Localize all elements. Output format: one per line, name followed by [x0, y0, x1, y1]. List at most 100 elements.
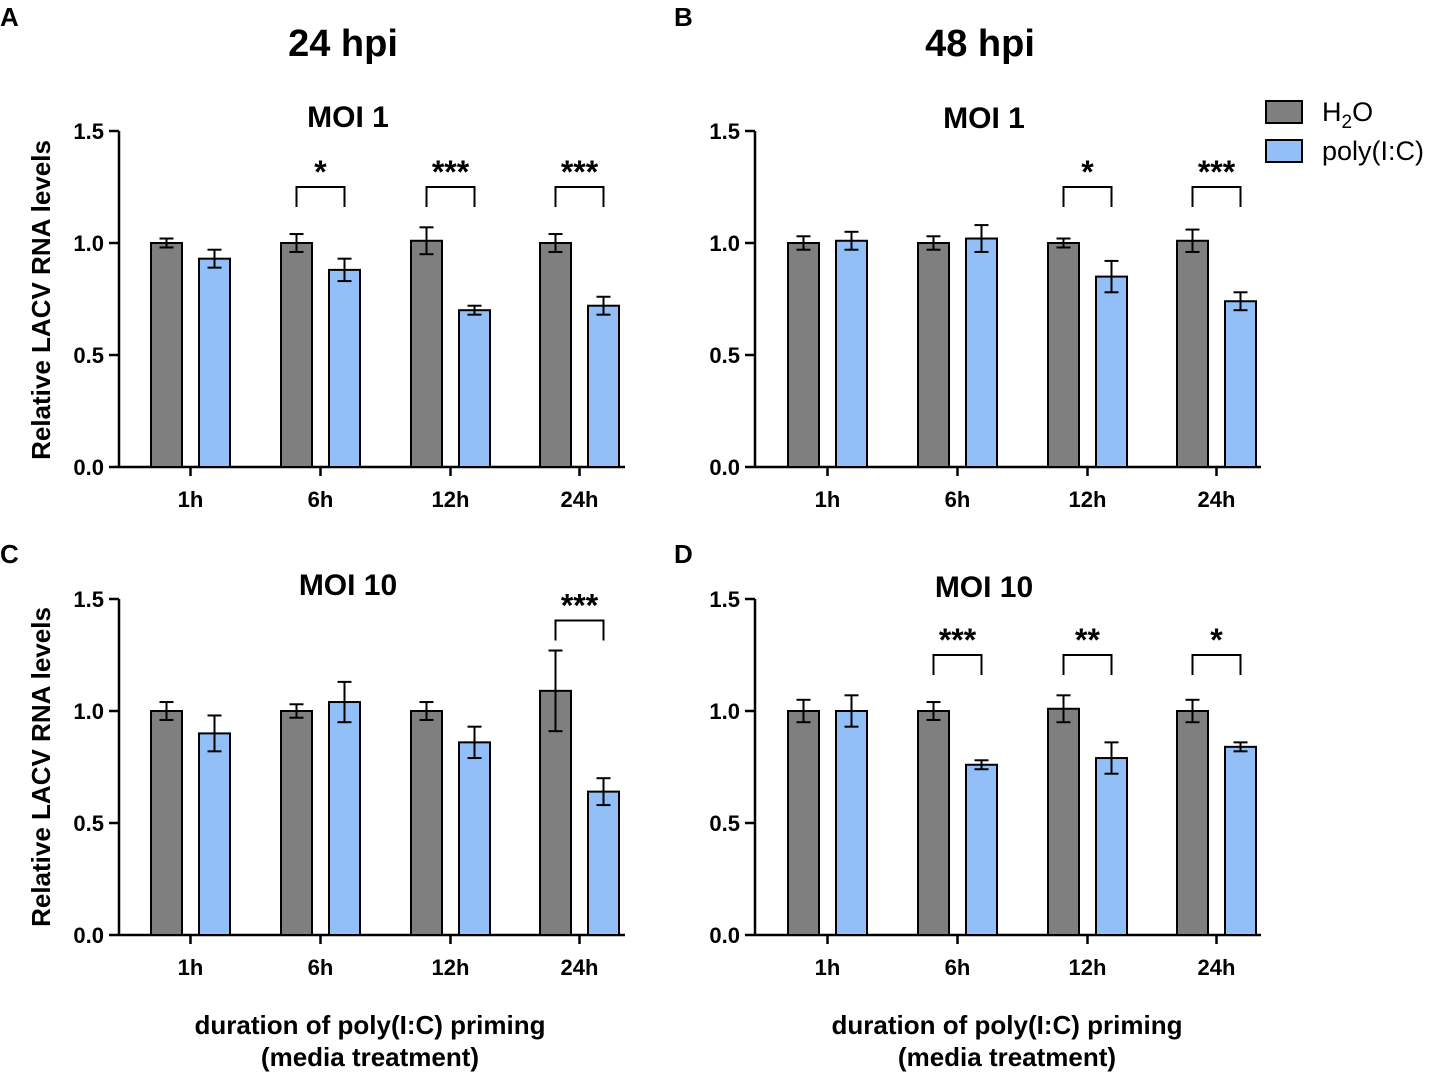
category-label: 6h: [308, 487, 334, 512]
y-tick-label: 1.5: [73, 587, 104, 612]
bar-polyic-24h: [1224, 300, 1257, 468]
y-axis-label-bottom: Relative LACV RNA levels: [26, 607, 56, 927]
legend-label-h2o: H2O: [1322, 97, 1373, 133]
y-tick-label: 1.5: [709, 119, 740, 144]
panel-letter: C: [0, 539, 19, 569]
category-label: 1h: [178, 487, 204, 512]
category-label: 24h: [561, 487, 599, 512]
category-label: 24h: [1198, 955, 1236, 980]
bar-h2o-24h: [539, 242, 572, 468]
x-axis-label-left-line1: duration of poly(I:C) priming: [195, 1010, 546, 1040]
panel-title: MOI 1: [307, 101, 389, 134]
bar-polyic-6h: [965, 237, 998, 468]
bar-polyic-24h: [587, 790, 620, 937]
category-label: 6h: [945, 955, 971, 980]
significance-bracket: [425, 186, 476, 207]
y-tick-label: 1.5: [73, 119, 104, 144]
bar-polyic-1h: [198, 732, 231, 937]
bar-h2o-6h: [280, 710, 313, 936]
y-tick-label: 1.0: [73, 231, 104, 256]
bar-polyic-12h: [458, 741, 491, 936]
significance-bracket: [932, 654, 983, 675]
significance-label: **: [1075, 622, 1100, 658]
significance-label: ***: [939, 622, 977, 658]
bar-h2o-1h: [787, 710, 820, 936]
bar-polyic-1h: [835, 239, 868, 468]
category-label: 6h: [945, 487, 971, 512]
bar-polyic-1h: [835, 710, 868, 936]
bar-h2o-6h: [280, 242, 313, 468]
x-axis-label-left-line2: (media treatment): [261, 1042, 479, 1072]
bar-polyic-6h: [328, 701, 361, 936]
bar-h2o-24h: [1176, 239, 1209, 468]
panel-title: MOI 1: [943, 102, 1025, 135]
panel-title: MOI 10: [299, 569, 397, 602]
bar-polyic-6h: [328, 268, 361, 468]
significance-bracket: [554, 619, 605, 641]
significance-bracket: [295, 186, 346, 207]
bar-polyic-12h: [458, 309, 491, 469]
bar-h2o-12h: [410, 239, 443, 468]
y-tick-label: 0.0: [709, 455, 740, 480]
category-label: 1h: [815, 487, 841, 512]
category-label: 6h: [308, 955, 334, 980]
significance-label: ***: [1198, 154, 1236, 190]
bar-h2o-24h: [1176, 710, 1209, 936]
legend-swatch-polyic: [1265, 139, 1303, 163]
bar-h2o-12h: [410, 710, 443, 936]
y-tick-label: 1.0: [709, 231, 740, 256]
significance-bracket: [1062, 186, 1113, 207]
category-label: 1h: [815, 955, 841, 980]
x-axis-label-right-line1: duration of poly(I:C) priming: [832, 1010, 1183, 1040]
column-title-48hpi: 48 hpi: [925, 23, 1035, 65]
y-tick-label: 0.0: [73, 455, 104, 480]
category-label: 24h: [561, 955, 599, 980]
bar-polyic-12h: [1095, 757, 1128, 936]
panel-c: C MOI 10 0.0 0.5 1.0 1.5 1h 6h 12h 24h ***: [0, 539, 625, 980]
category-label: 12h: [432, 955, 470, 980]
significance-label: ***: [561, 588, 599, 624]
legend-label-polyic: poly(I:C): [1322, 136, 1424, 166]
significance-bracket: [1191, 186, 1242, 207]
significance-label: ***: [561, 154, 599, 190]
category-label: 12h: [432, 487, 470, 512]
x-axis-label-right-line2: (media treatment): [898, 1042, 1116, 1072]
y-tick-label: 1.5: [709, 587, 740, 612]
y-tick-label: 0.5: [73, 811, 104, 836]
bar-polyic-12h: [1095, 275, 1128, 468]
bar-polyic-24h: [587, 304, 620, 468]
bar-h2o-12h: [1047, 707, 1080, 937]
significance-bracket: [1062, 654, 1113, 675]
y-tick-label: 0.0: [73, 923, 104, 948]
panel-letter: B: [674, 2, 693, 32]
y-tick-label: 1.0: [73, 699, 104, 724]
y-tick-label: 0.0: [709, 923, 740, 948]
bar-polyic-24h: [1224, 745, 1257, 937]
significance-label: *: [1210, 622, 1223, 658]
bar-polyic-1h: [198, 257, 231, 468]
bar-h2o-1h: [150, 710, 183, 936]
y-tick-label: 1.0: [709, 699, 740, 724]
y-tick-label: 0.5: [709, 343, 740, 368]
bar-h2o-12h: [1047, 242, 1080, 468]
bar-polyic-6h: [965, 763, 998, 937]
column-title-24hpi: 24 hpi: [288, 23, 398, 65]
significance-label: *: [314, 154, 327, 190]
bar-h2o-6h: [917, 710, 950, 936]
legend: H2O poly(I:C): [1265, 97, 1424, 166]
significance-label: *: [1081, 154, 1094, 190]
y-tick-label: 0.5: [73, 343, 104, 368]
panel-letter: A: [0, 2, 19, 32]
category-label: 1h: [178, 955, 204, 980]
significance-bracket: [1191, 654, 1242, 675]
panel-letter: D: [674, 539, 693, 569]
significance-bracket: [554, 186, 605, 207]
bar-h2o-1h: [787, 242, 820, 468]
category-label: 12h: [1069, 487, 1107, 512]
category-label: 12h: [1069, 955, 1107, 980]
significance-label: ***: [432, 154, 470, 190]
